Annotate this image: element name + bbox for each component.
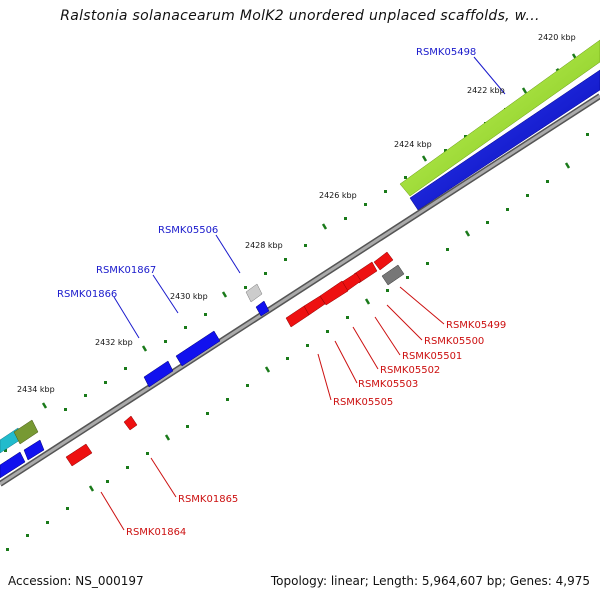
gene-rsmk01867[interactable]	[175, 330, 221, 367]
gene-rsmk05505[interactable]	[285, 305, 310, 328]
gene-label-rsmk05502[interactable]: RSMK05502	[380, 365, 440, 376]
leader-lines-reverse	[100, 286, 445, 531]
tick-label: 2426 kbp	[319, 191, 357, 200]
green-feature[interactable]	[399, 39, 600, 197]
gene-left-blue-2[interactable]	[23, 439, 45, 461]
tick-row-lower	[6, 133, 589, 551]
tick-label: 2434 kbp	[17, 385, 55, 394]
backbone	[0, 93, 600, 487]
tick-label: 2424 kbp	[394, 140, 432, 149]
tick-label: 2430 kbp	[170, 292, 208, 301]
gene-label-rsmk05503[interactable]: RSMK05503	[358, 379, 418, 390]
gene-rsmk05500[interactable]	[373, 251, 394, 271]
tick-label: 2420 kbp	[538, 33, 576, 42]
gene-left-blue-1[interactable]	[0, 451, 26, 479]
gene-label-rsmk05498[interactable]: RSMK05498	[416, 47, 476, 58]
gene-rsmk05506[interactable]	[255, 300, 270, 317]
gene-label-rsmk05499[interactable]: RSMK05499	[446, 320, 506, 331]
gene-label-rsmk05500[interactable]: RSMK05500	[424, 336, 484, 347]
tick-label: 2422 kbp	[467, 86, 505, 95]
gene-label-rsmk05501[interactable]: RSMK05501	[402, 351, 462, 362]
gene-rsmk01864[interactable]	[65, 443, 93, 467]
gene-rsmk05499[interactable]	[381, 264, 405, 286]
gene-pseudo-grey[interactable]	[245, 283, 263, 303]
summary-text: Topology: linear; Length: 5,964,607 bp; …	[270, 574, 590, 588]
map-title: Ralstonia solanacearum MolK2 unordered u…	[60, 8, 540, 24]
gene-rsmk05498[interactable]	[409, 69, 600, 211]
leader-lines-forward	[113, 56, 506, 339]
gene-label-rsmk01864[interactable]: RSMK01864	[126, 527, 186, 538]
gene-rsmk01866[interactable]	[143, 360, 174, 388]
gene-rsmk01865[interactable]	[123, 415, 138, 431]
accession-text: Accession: NS_000197	[8, 574, 144, 588]
gene-label-rsmk01866[interactable]: RSMK01866	[57, 289, 117, 300]
gene-rsmk05503[interactable]	[319, 280, 349, 306]
tick-major-upper	[41, 53, 578, 409]
gene-left-olive[interactable]	[13, 419, 39, 445]
tick-label: 2428 kbp	[245, 241, 283, 250]
gene-label-rsmk01865[interactable]: RSMK01865	[178, 494, 238, 505]
gene-label-rsmk05505[interactable]: RSMK05505	[333, 397, 393, 408]
gene-label-rsmk05506[interactable]: RSMK05506	[158, 225, 218, 236]
tick-major-lower	[88, 162, 571, 492]
tick-row-upper	[4, 68, 560, 452]
tick-label: 2432 kbp	[95, 338, 133, 347]
gene-label-rsmk01867[interactable]: RSMK01867	[96, 265, 156, 276]
